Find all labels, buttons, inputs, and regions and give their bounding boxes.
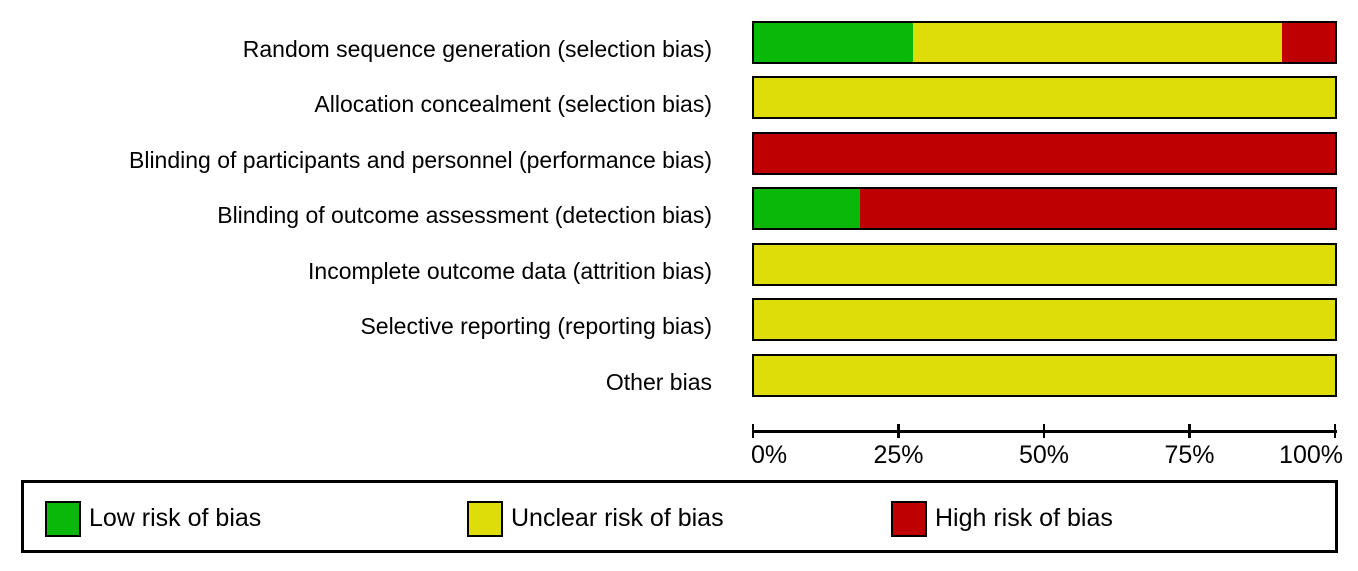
category-label: Blinding of outcome assessment (detectio… [217,202,712,228]
bar-row [752,353,1337,397]
bar-segment-high [859,189,1335,228]
bar-segment-unclear [754,244,1335,284]
bar-row [752,298,1337,341]
legend-label-high: High risk of bias [935,504,1113,532]
legend-label-unclear: Unclear risk of bias [511,504,724,532]
x-axis-tick-label: 25% [873,441,924,469]
bar-segment-low [754,22,913,62]
bar-row [752,187,1337,230]
x-axis-tick [1042,424,1046,438]
bar-segment-unclear [754,300,1335,339]
bar-row [752,131,1337,175]
x-axis-tick-label: 100% [1279,441,1343,469]
bar-segment-unclear [754,78,1335,117]
legend-item-low: Low risk of bias [45,498,261,539]
bar-segment-high [1282,22,1335,62]
x-axis-tick-label: 75% [1164,441,1215,469]
bar-segment-high [754,133,1335,173]
legend-swatch-high [891,500,927,537]
legend-item-unclear: Unclear risk of bias [467,498,724,539]
bar-row [752,242,1337,286]
x-axis-tick [1188,424,1191,438]
bar-segment-low [754,189,860,228]
category-label: Allocation concealment (selection bias) [314,91,712,117]
x-axis-tick [897,424,900,438]
x-axis-tick [751,424,755,438]
bar-row [752,76,1337,119]
category-label: Incomplete outcome data (attrition bias) [308,257,712,284]
legend-label-low: Low risk of bias [89,504,262,532]
category-label: Blinding of participants and personnel (… [129,146,712,173]
category-label: Other bias [605,368,712,395]
category-label: Random sequence generation (selection bi… [242,35,712,62]
bar-segment-unclear [754,355,1335,395]
legend-item-high: High risk of bias [891,498,1113,539]
category-label: Selective reporting (reporting bias) [360,313,712,339]
x-axis-tick-label: 0% [751,441,788,469]
bar-segment-unclear [912,22,1283,62]
bar-row [752,20,1337,64]
legend-box: Low risk of bias Unclear risk of bias High… [21,480,1338,553]
x-axis-tick [1333,424,1337,438]
legend-swatch-unclear [467,500,503,537]
x-axis-tick-label: 50% [1018,441,1070,469]
legend-swatch-low [45,500,81,537]
